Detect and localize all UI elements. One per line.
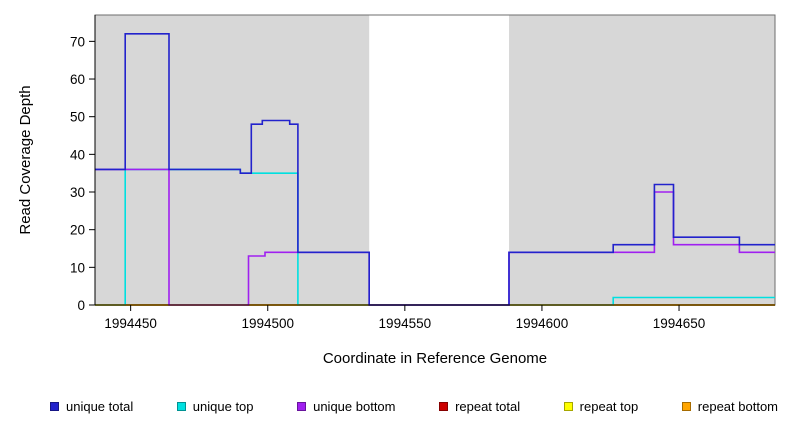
y-tick-label: 0 bbox=[77, 298, 85, 313]
legend-item-repeat-bottom: repeat bottom bbox=[681, 399, 778, 414]
legend-label-repeat-total: repeat total bbox=[455, 399, 521, 414]
legend-swatch-repeat-top bbox=[563, 402, 573, 411]
y-tick-label: 50 bbox=[70, 110, 85, 125]
legend-label-unique-bottom: unique bottom bbox=[313, 399, 396, 414]
x-tick-label: 1994450 bbox=[104, 316, 157, 331]
legend-label-unique-top: unique top bbox=[192, 399, 254, 414]
legend-swatch-unique-total bbox=[50, 402, 59, 411]
x-tick-label: 1994500 bbox=[241, 316, 294, 331]
x-tick-label: 1994600 bbox=[516, 316, 569, 331]
legend-swatch-repeat-bottom bbox=[681, 402, 691, 411]
legend-item-unique-total: unique total bbox=[50, 399, 133, 414]
shaded-region bbox=[509, 15, 775, 305]
y-tick-label: 30 bbox=[70, 185, 85, 200]
y-tick-label: 40 bbox=[70, 147, 85, 162]
legend: unique total unique top unique bottom repea… bbox=[0, 399, 792, 414]
y-axis-label: Read Coverage Depth bbox=[17, 85, 34, 235]
y-tick-label: 70 bbox=[70, 34, 85, 49]
legend-item-repeat-top: repeat top bbox=[563, 399, 639, 414]
y-tick-label: 10 bbox=[70, 260, 85, 275]
x-tick-label: 1994650 bbox=[653, 316, 706, 331]
x-axis-label: Coordinate in Reference Genome bbox=[322, 350, 548, 367]
legend-label-repeat-top: repeat top bbox=[579, 399, 639, 414]
y-tick-label: 20 bbox=[70, 223, 85, 238]
y-tick-label: 60 bbox=[70, 72, 85, 87]
x-tick-label: 1994550 bbox=[379, 316, 432, 331]
legend-item-unique-top: unique top bbox=[176, 399, 254, 414]
legend-item-repeat-total: repeat total bbox=[439, 399, 520, 414]
legend-item-unique-bottom: unique bottom bbox=[297, 399, 396, 414]
legend-swatch-repeat-total bbox=[439, 402, 449, 411]
series-unique-total bbox=[95, 33, 775, 306]
legend-swatch-unique-bottom bbox=[297, 402, 307, 411]
legend-label-repeat-bottom: repeat bottom bbox=[697, 399, 778, 414]
legend-swatch-unique-top bbox=[176, 402, 186, 411]
series-unique-top bbox=[95, 168, 775, 306]
shaded-region bbox=[95, 15, 370, 305]
legend-label-unique-total: unique total bbox=[66, 399, 134, 414]
